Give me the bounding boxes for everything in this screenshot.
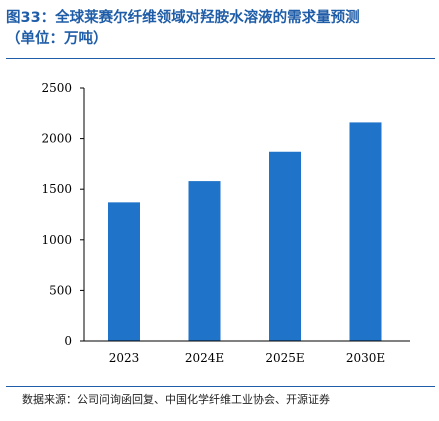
x-axis: 2023 2024E 2025E 2030E	[84, 340, 410, 365]
bars	[108, 122, 382, 341]
figure-title-unit: （单位：万吨）	[6, 31, 108, 47]
bar-chart: 0 500 1000 1500 2000 2500 2023 2024E 2025E 2030E	[41, 81, 410, 365]
bar	[269, 151, 301, 341]
title-divider	[6, 58, 435, 59]
y-axis: 0 500 1000 1500 2000 2500	[41, 81, 85, 348]
source-note: 数据来源：公司问询函回复、中国化学纤维工业协会、开源证券	[22, 393, 330, 406]
x-tick-label: 2023	[109, 351, 140, 365]
y-tick-label: 1000	[41, 233, 72, 247]
figure-title: 图33：全球莱赛尔纤维领域对羟胺水溶液的需求量预测 （单位：万吨）	[6, 8, 436, 50]
y-tick-label: 1500	[41, 182, 72, 196]
y-tick-label: 2500	[41, 81, 72, 95]
y-tick-label: 2000	[41, 132, 72, 146]
bar	[108, 202, 140, 341]
x-tick-label: 2024E	[185, 351, 224, 365]
x-tick-label: 2030E	[346, 351, 385, 365]
y-tick-label: 0	[64, 334, 72, 348]
y-tick-label: 500	[49, 283, 72, 297]
x-tick-label: 2025E	[265, 351, 304, 365]
source-divider	[6, 386, 435, 387]
bar	[188, 181, 221, 341]
bar	[349, 122, 382, 341]
figure-title-line1: 图33：全球莱赛尔纤维领域对羟胺水溶液的需求量预测	[6, 10, 360, 26]
